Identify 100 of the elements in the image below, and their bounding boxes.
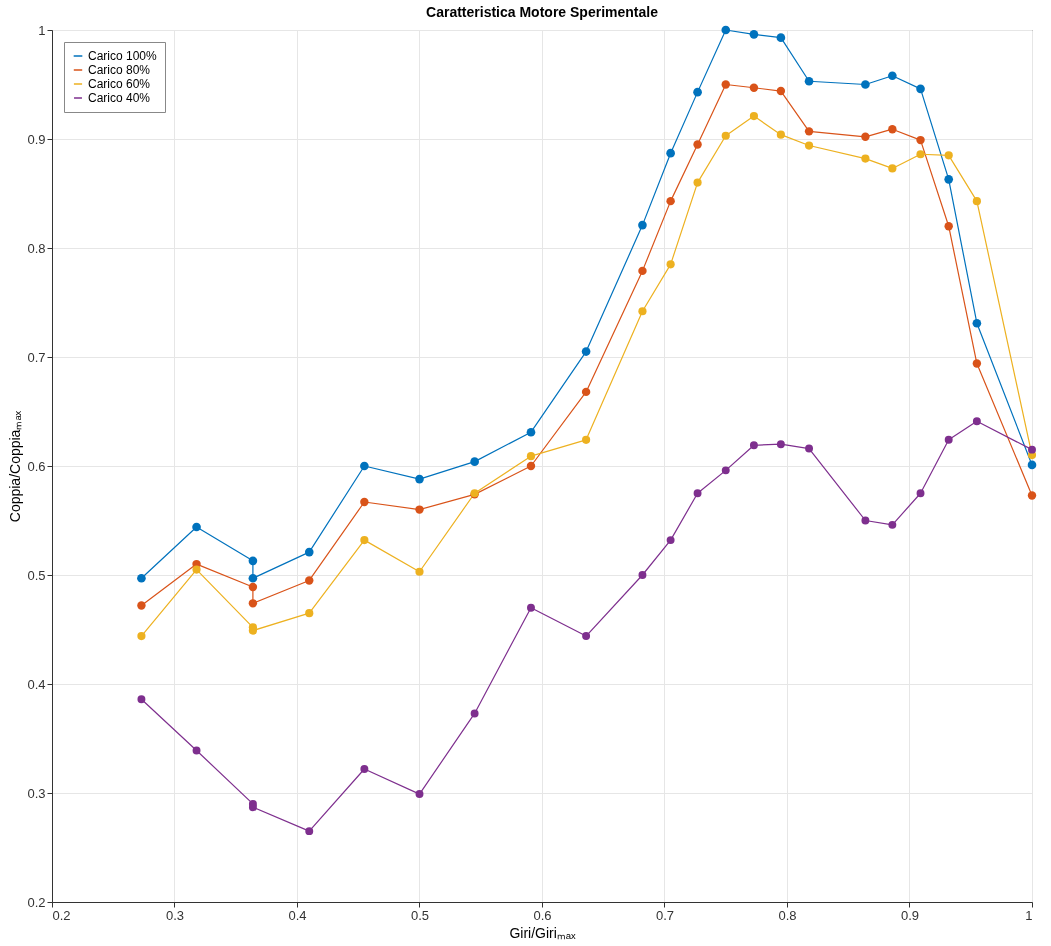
point (305, 609, 314, 618)
point (861, 80, 870, 89)
point (305, 576, 314, 585)
point (305, 827, 314, 836)
point (470, 709, 479, 718)
point (192, 522, 201, 532)
point (638, 266, 647, 276)
point (861, 132, 870, 142)
point (248, 573, 258, 583)
legend-label: Carico 60% (88, 77, 151, 91)
point (972, 318, 982, 328)
point (804, 76, 814, 86)
x-axis-title: Giri/Giriₘₐₓ (509, 924, 577, 941)
legend-label: Carico 100% (88, 49, 158, 63)
point (888, 520, 897, 529)
point (1028, 445, 1036, 454)
point (581, 347, 591, 356)
x-tick-label: 1 (1025, 907, 1033, 923)
point (582, 632, 591, 640)
point (137, 601, 146, 610)
point (470, 457, 479, 466)
point (248, 582, 258, 592)
point (944, 222, 953, 231)
legend-label: Carico 80% (88, 63, 151, 77)
point (972, 197, 981, 206)
point (749, 83, 759, 92)
point (638, 307, 647, 316)
chart-title: Caratteristica Motore Sperimentale (426, 4, 659, 20)
point (1027, 460, 1037, 470)
point (916, 84, 925, 94)
point (248, 556, 258, 566)
point (192, 746, 201, 755)
point (972, 417, 981, 426)
point (248, 803, 257, 812)
point (804, 141, 814, 150)
point (248, 599, 258, 608)
point (888, 124, 897, 134)
x-tick-label: 0.8 (778, 907, 797, 923)
point (776, 33, 786, 42)
x-tick-label: 0.9 (900, 907, 920, 923)
point (721, 80, 730, 89)
point (137, 695, 146, 704)
y-tick-label: 1 (38, 22, 46, 38)
y-tick-label: 0.8 (27, 240, 46, 256)
point (749, 112, 759, 121)
point (805, 444, 814, 453)
point (415, 790, 424, 799)
point (415, 474, 424, 484)
point (749, 441, 758, 450)
x-tick-label: 0.6 (533, 907, 552, 923)
point (693, 140, 702, 149)
y-tick-label: 0.3 (27, 785, 46, 801)
point (693, 178, 702, 187)
point (916, 489, 925, 498)
point (360, 497, 369, 507)
y-axis-title: Coppia/Coppiaₘₐₓ (7, 410, 24, 523)
point (944, 175, 954, 184)
point (638, 220, 647, 230)
point (721, 25, 731, 35)
x-tick-label: 0.5 (410, 907, 430, 923)
point (666, 260, 675, 269)
point (360, 461, 369, 471)
point (888, 164, 897, 173)
point (776, 440, 785, 449)
legend-label: Carico 40% (88, 91, 151, 105)
point (776, 86, 786, 96)
point (137, 573, 146, 583)
x-tick-label: 0.2 (52, 907, 71, 923)
y-tick-label: 0.4 (27, 676, 46, 692)
point (415, 567, 424, 576)
point (360, 536, 369, 545)
point (666, 148, 675, 158)
y-tick-label: 0.7 (27, 349, 46, 365)
point (526, 452, 536, 461)
point (861, 154, 870, 163)
y-tick-label: 0.9 (27, 131, 46, 147)
point (916, 150, 925, 159)
point (749, 30, 759, 39)
y-tick-label: 0.2 (27, 894, 46, 910)
point (721, 131, 730, 140)
point (804, 127, 814, 136)
point (304, 547, 314, 557)
point (526, 461, 536, 471)
point (972, 359, 982, 368)
point (666, 196, 675, 206)
y-tick-label: 0.6 (27, 458, 46, 474)
point (666, 536, 675, 545)
x-tick-label: 0.3 (165, 907, 185, 923)
point (526, 427, 536, 437)
point (582, 435, 591, 444)
point (693, 87, 702, 97)
point (916, 135, 925, 145)
point (137, 631, 146, 641)
point (944, 151, 953, 160)
point (776, 130, 785, 139)
point (861, 516, 870, 525)
point (527, 603, 535, 612)
point (192, 565, 201, 574)
x-tick-label: 0.4 (288, 907, 307, 923)
y-tick-label: 0.5 (27, 567, 46, 583)
